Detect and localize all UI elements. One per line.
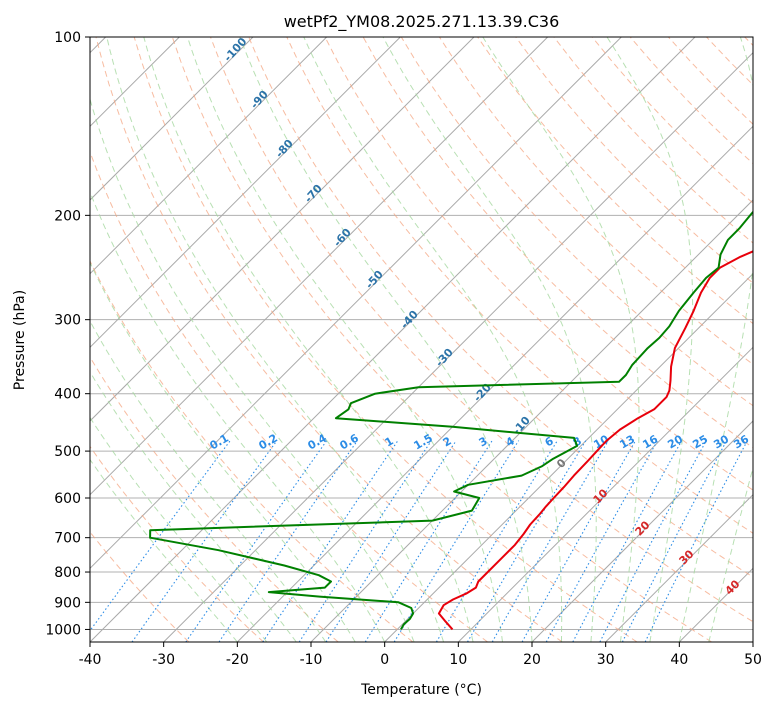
mixing-ratio-line xyxy=(644,440,748,642)
moist-adiabat-line xyxy=(482,37,640,642)
x-axis: -40 -30 -20 -10 0 10 20 30 40 50 xyxy=(79,642,762,668)
dry-adiabat-line xyxy=(515,37,753,284)
dry-adiabat-line xyxy=(210,37,753,623)
mixing-ratio-line xyxy=(467,440,587,642)
moist-adiabat-line xyxy=(106,37,445,642)
y-tick-label: 1000 xyxy=(45,622,81,638)
isotherm-line xyxy=(163,51,753,642)
chart-title: wetPf2_YM08.2025.271.13.39.C36 xyxy=(284,12,560,32)
isotherm-line xyxy=(752,641,753,642)
moist-adiabat-line xyxy=(303,37,563,642)
y-axis: 100 200 300 400 500 600 700 800 900 1000 xyxy=(45,30,90,638)
mixing-ratio-line xyxy=(325,440,457,642)
y-tick-label: 300 xyxy=(54,313,81,329)
moist-adiabat-line xyxy=(606,37,694,642)
mixing-ratio-line xyxy=(262,440,399,642)
mixing-ratio-line xyxy=(491,440,609,642)
dry-adiabat-line xyxy=(90,445,264,642)
mixing-ratio-line xyxy=(393,440,520,642)
dry-adiabat-line xyxy=(171,37,712,642)
dry-adiabat-line xyxy=(248,37,753,578)
moist-adiabat-line xyxy=(90,320,327,642)
isotherm-line xyxy=(457,346,753,642)
plot-background xyxy=(90,37,753,642)
dry-adiabat-line xyxy=(90,259,414,642)
reference-lines xyxy=(90,37,753,642)
isotherm-line xyxy=(90,37,475,422)
moist-adiabat-line xyxy=(90,416,268,642)
moist-adiabat-line xyxy=(187,37,503,642)
plot-frame xyxy=(89,36,754,643)
isotherm-line xyxy=(90,37,254,201)
y-axis-title: Pressure (hPa) xyxy=(12,290,28,390)
x-tick-label: 20 xyxy=(523,652,541,668)
y-tick-label: 100 xyxy=(54,30,81,46)
temperature-line xyxy=(437,250,753,631)
x-tick-label: -10 xyxy=(300,652,323,668)
y-tick-label: 900 xyxy=(54,595,81,611)
mixing-ratio-line xyxy=(185,440,328,642)
dry-adiabat-line xyxy=(95,37,563,642)
moist-adiabat-line xyxy=(239,37,533,642)
y-tick-label: 200 xyxy=(54,208,81,224)
isotherm-line xyxy=(90,37,401,349)
moist-adiabat-line xyxy=(678,37,753,642)
isotherm-line xyxy=(384,272,753,642)
dry-adiabat-line xyxy=(286,37,753,534)
x-tick-label: 10 xyxy=(449,652,467,668)
mixing-ratio-line xyxy=(364,440,493,642)
y-tick-label: 500 xyxy=(54,444,81,460)
moist-adiabat-line xyxy=(90,458,238,642)
dry-adiabat-line xyxy=(90,356,339,642)
dewpoint-line xyxy=(149,210,753,630)
mixing-ratio-line xyxy=(545,440,659,642)
sounding-profiles xyxy=(149,210,753,631)
isotherm-line xyxy=(605,493,753,642)
moist-adiabat-line xyxy=(708,465,753,642)
x-tick-label: 50 xyxy=(744,652,762,668)
mixing-ratio-line xyxy=(435,440,558,642)
x-tick-label: -40 xyxy=(79,652,102,668)
dry-adiabat-line xyxy=(133,37,638,642)
mixing-ratio-line xyxy=(572,440,683,642)
isotherm-line xyxy=(90,37,328,275)
mixing-ratio-line xyxy=(131,440,278,642)
moist-adiabat-line xyxy=(382,37,597,642)
x-tick-label: -20 xyxy=(226,652,249,668)
isotherm-line xyxy=(90,37,622,570)
y-tick-label: 400 xyxy=(54,387,81,403)
moist-adiabat-line xyxy=(90,97,415,642)
dry-adiabat-line xyxy=(324,37,753,491)
y-tick-label: 800 xyxy=(54,565,81,581)
isotherm-line xyxy=(531,420,753,642)
mixing-ratio-line xyxy=(90,440,231,632)
x-tick-label: -30 xyxy=(152,652,175,668)
x-tick-label: 30 xyxy=(597,652,615,668)
y-tick-label: 600 xyxy=(54,491,81,507)
x-axis-title: Temperature (°C) xyxy=(360,682,482,698)
mixing-ratio-line xyxy=(521,440,637,642)
isotherm-line xyxy=(90,37,549,496)
moist-adiabat-line xyxy=(90,370,297,642)
mixing-ratio-line xyxy=(298,440,432,642)
y-tick-label: 700 xyxy=(54,531,81,547)
isotherm-line xyxy=(90,37,696,642)
isotherm-line xyxy=(236,125,753,642)
moist-adiabat-line xyxy=(90,261,356,642)
x-tick-label: 0 xyxy=(380,652,389,668)
x-tick-label: 40 xyxy=(670,652,688,668)
moist-adiabat-line xyxy=(90,190,386,642)
moist-adiabat-line xyxy=(143,37,474,642)
